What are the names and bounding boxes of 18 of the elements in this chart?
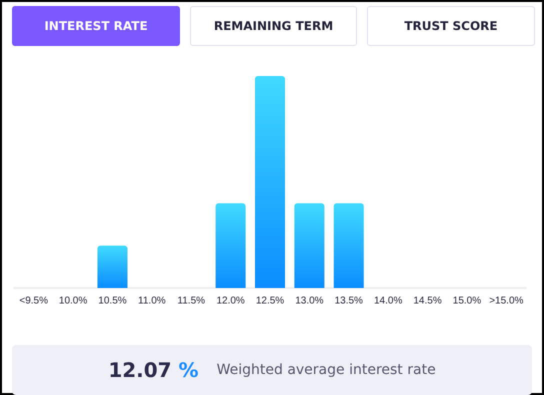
x-tick-label: 12.5% — [256, 296, 284, 306]
text: Weighted average interest rate — [216, 362, 436, 378]
text: TRUST SCORE — [367, 6, 535, 46]
x-tick-label: 10.0% — [58, 296, 88, 306]
text: REMAINING TERM — [190, 6, 357, 46]
x-tick-label: 14.0% — [374, 296, 402, 306]
text: INTEREST RATE — [12, 6, 180, 46]
x-tick-label: >15.0% — [489, 296, 524, 306]
x-tick-label: 15.0% — [452, 296, 482, 306]
x-tick-label: 11.0% — [138, 296, 166, 306]
x-tick-label: 13.5% — [334, 296, 364, 306]
x-tick-label: 11.5% — [177, 296, 206, 306]
x-tick-label: 10.5% — [98, 296, 127, 306]
x-tick-label: 13.0% — [295, 296, 324, 306]
text: 12.07 % — [108, 358, 199, 382]
x-tick-label: <9.5% — [19, 296, 48, 306]
x-tick-label: 14.5% — [413, 296, 442, 306]
x-tick-label: 12.0% — [216, 296, 245, 306]
